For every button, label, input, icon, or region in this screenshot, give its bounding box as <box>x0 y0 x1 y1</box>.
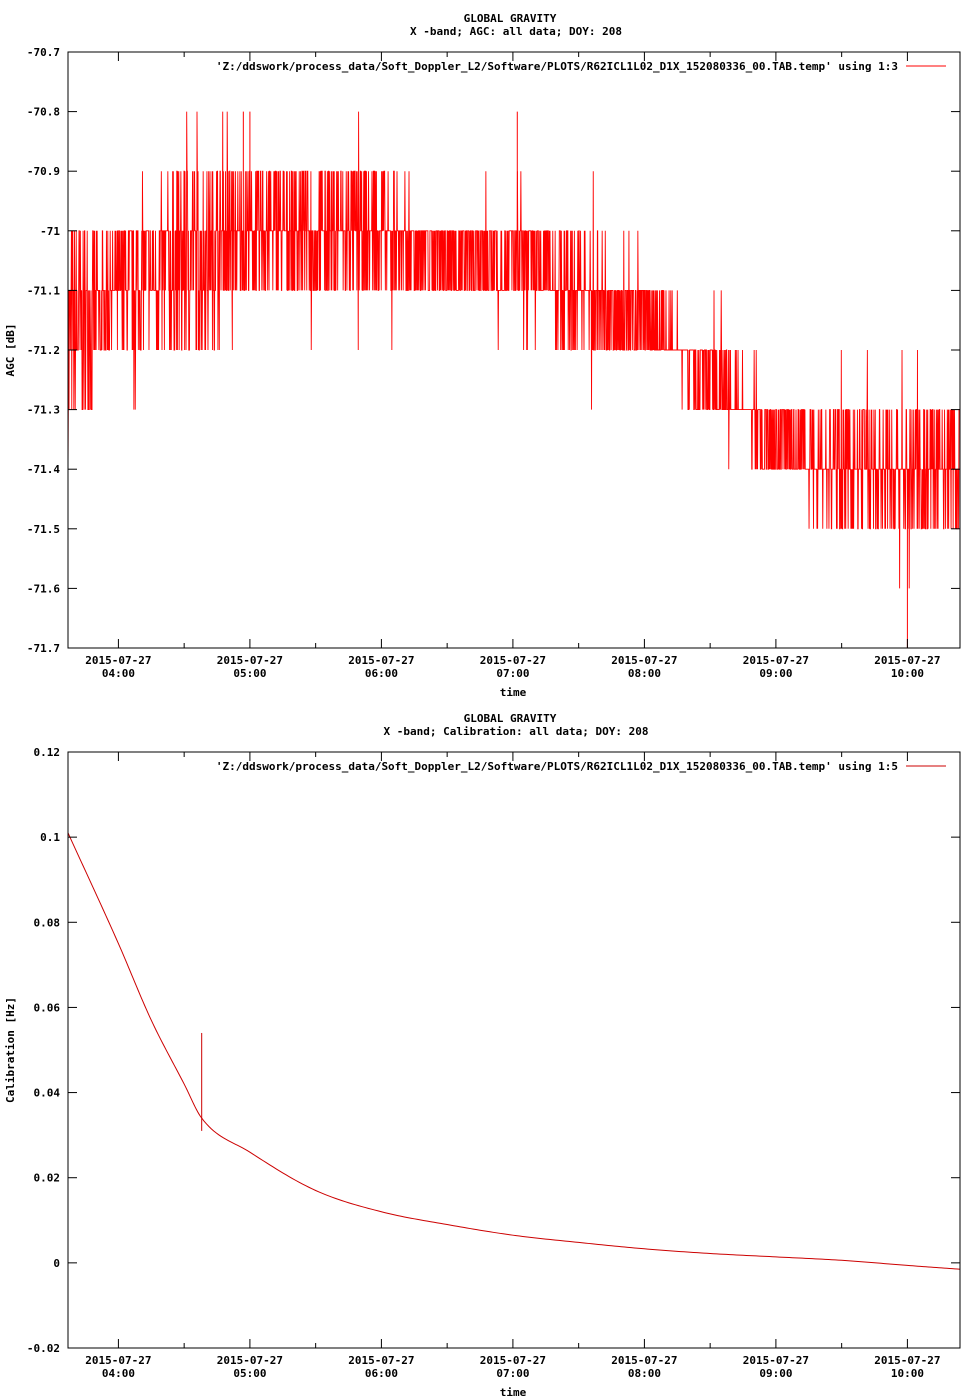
calibration-y-tick-label: 0.02 <box>34 1172 61 1185</box>
agc-y-axis: -70.7 -70.8 -70.9 -71 -71.1 -71.2 -71.3 -71.4 -7… <box>27 46 960 655</box>
agc-x-tick-time: 06:00 <box>365 667 398 680</box>
agc-y-tick-label: -71.1 <box>27 284 60 297</box>
agc-x-tick-time: 04:00 <box>102 667 135 680</box>
agc-y-tick-label: -71.6 <box>27 582 60 595</box>
agc-y-tick-label: -70.7 <box>27 46 60 59</box>
calibration-legend-label: 'Z:/ddswork/process_data/Soft_Doppler_L2… <box>216 760 898 773</box>
calibration-y-tick-label: 0.12 <box>34 746 61 759</box>
calibration-y-tick-label: 0.08 <box>34 916 61 929</box>
agc-legend-label: 'Z:/ddswork/process_data/Soft_Doppler_L2… <box>216 60 898 73</box>
agc-x-tick-date: 2015-07-27 <box>874 654 940 667</box>
agc-x-axis-label: time <box>500 686 527 699</box>
agc-x-tick-date: 2015-07-27 <box>743 654 809 667</box>
calibration-y-tick-label: -0.02 <box>27 1342 60 1355</box>
calibration-y-tick-label: 0.1 <box>40 831 60 844</box>
calibration-x-axis: 2015-07-2704:002015-07-2705:002015-07-27… <box>85 752 941 1380</box>
calibration-x-tick-time: 07:00 <box>496 1367 529 1380</box>
calibration-x-tick-time: 08:00 <box>628 1367 661 1380</box>
agc-chart-subtitle: X -band; AGC: all data; DOY: 208 <box>410 25 622 38</box>
agc-x-tick-date: 2015-07-27 <box>217 654 283 667</box>
agc-x-tick-date: 2015-07-27 <box>348 654 414 667</box>
agc-y-tick-label: -71.2 <box>27 344 60 357</box>
calibration-y-tick-label: 0.04 <box>34 1087 61 1100</box>
agc-x-tick-date: 2015-07-27 <box>85 654 151 667</box>
agc-x-tick-time: 10:00 <box>891 667 924 680</box>
calibration-chart: GLOBAL GRAVITY X -band; Calibration: all… <box>4 712 961 1399</box>
calibration-x-tick-time: 10:00 <box>891 1367 924 1380</box>
agc-chart: GLOBAL GRAVITY X -band; AGC: all data; D… <box>4 12 961 699</box>
calibration-series-line <box>67 832 961 1270</box>
calibration-chart-subtitle: X -band; Calibration: all data; DOY: 208 <box>384 725 649 738</box>
agc-y-tick-label: -71.7 <box>27 642 60 655</box>
calibration-x-tick-time: 09:00 <box>759 1367 792 1380</box>
agc-y-tick-label: -71.5 <box>27 523 60 536</box>
calibration-x-tick-date: 2015-07-27 <box>480 1354 546 1367</box>
agc-legend: 'Z:/ddswork/process_data/Soft_Doppler_L2… <box>216 60 946 73</box>
calibration-x-tick-date: 2015-07-27 <box>874 1354 940 1367</box>
calibration-chart-title: GLOBAL GRAVITY <box>464 712 557 725</box>
agc-x-tick-time: 08:00 <box>628 667 661 680</box>
agc-x-tick-time: 09:00 <box>759 667 792 680</box>
agc-x-tick-date: 2015-07-27 <box>611 654 677 667</box>
calibration-x-tick-time: 05:00 <box>233 1367 266 1380</box>
calibration-data-layer <box>67 832 961 1270</box>
calibration-x-tick-date: 2015-07-27 <box>611 1354 677 1367</box>
calibration-y-tick-label: 0.06 <box>34 1001 61 1014</box>
agc-x-tick-time: 07:00 <box>496 667 529 680</box>
calibration-x-tick-date: 2015-07-27 <box>348 1354 414 1367</box>
agc-series-line <box>67 111 960 589</box>
calibration-x-tick-date: 2015-07-27 <box>743 1354 809 1367</box>
calibration-plot-frame <box>67 751 961 1349</box>
agc-chart-title: GLOBAL GRAVITY <box>464 12 557 25</box>
agc-x-axis: 2015-07-2704:002015-07-2705:002015-07-27… <box>85 52 941 680</box>
agc-data-layer <box>67 111 960 648</box>
agc-y-tick-label: -71 <box>40 225 60 238</box>
calibration-x-tick-time: 06:00 <box>365 1367 398 1380</box>
calibration-y-axis-label: Calibration [Hz] <box>4 997 17 1103</box>
calibration-x-tick-date: 2015-07-27 <box>85 1354 151 1367</box>
agc-x-tick-date: 2015-07-27 <box>480 654 546 667</box>
agc-y-tick-label: -71.4 <box>27 463 60 476</box>
agc-y-tick-label: -71.3 <box>27 404 60 417</box>
calibration-x-axis-label: time <box>500 1386 527 1399</box>
calibration-y-tick-label: 0 <box>53 1257 60 1270</box>
calibration-x-tick-time: 04:00 <box>102 1367 135 1380</box>
agc-y-tick-label: -70.9 <box>27 165 60 178</box>
calibration-x-tick-date: 2015-07-27 <box>217 1354 283 1367</box>
agc-x-tick-time: 05:00 <box>233 667 266 680</box>
calibration-legend: 'Z:/ddswork/process_data/Soft_Doppler_L2… <box>216 760 946 773</box>
agc-y-tick-label: -70.8 <box>27 106 60 119</box>
calibration-y-axis: 0.12 0.1 0.08 0.06 0.04 0.02 0 -0.02 <box>27 746 960 1355</box>
agc-y-axis-label: AGC [dB] <box>4 324 17 377</box>
